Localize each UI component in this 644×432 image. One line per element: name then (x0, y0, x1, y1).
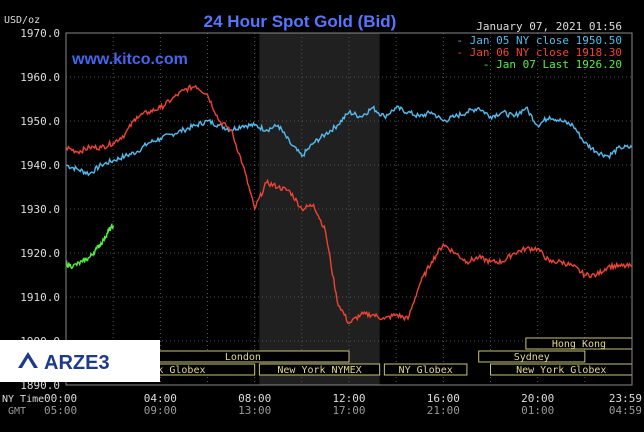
x-tick-label-gmt: 04:59 (609, 404, 642, 417)
session-label: Hong Kong (552, 339, 606, 350)
y-tick-label: 1920.0 (20, 247, 60, 260)
y-tick-label: 1890.0 (20, 379, 60, 392)
x-tick-label-ny: 16:00 (427, 392, 460, 405)
y-axis-ticks: 1970.0 1960.0 1950.0 1940.0 1930.0 1920.0 1910… (20, 27, 60, 392)
series-line-2 (65, 222, 114, 270)
y-tick-label: 1970.0 (20, 27, 60, 40)
legend-entry: - Jan 05 NY close 1950.50 (456, 34, 622, 47)
x-tick-label-gmt: 05:00 (44, 404, 77, 417)
logo-mark-icon (18, 352, 38, 368)
chart-title: 24 Hour Spot Gold (Bid) (204, 12, 397, 31)
series-line-1 (65, 83, 633, 325)
x-tick-label-ny: 04:00 (144, 392, 177, 405)
arzee-logo: ARZE3 (0, 340, 160, 382)
watermark-url: www.kitco.com (71, 51, 188, 68)
x-tick-label-ny: 12:00 (332, 392, 365, 405)
y-tick-label: 1940.0 (20, 159, 60, 172)
x-tick-label-gmt: 01:00 (521, 404, 554, 417)
plot-border (65, 32, 633, 386)
x-tick-label-ny: 08:00 (238, 392, 271, 405)
session-label: Sydney (514, 352, 550, 363)
x-tick-label-gmt: 21:00 (427, 404, 460, 417)
session-label: London (225, 352, 261, 363)
session-bar (258, 363, 381, 376)
x-tick-label-gmt: 13:00 (238, 404, 271, 417)
y-tick-label: 1960.0 (20, 71, 60, 84)
y-tick-label: 1930.0 (20, 203, 60, 216)
session-bar (383, 363, 468, 376)
series-line-0 (65, 105, 633, 177)
y-unit-label: USD/oz (4, 15, 40, 26)
x-tick-label-gmt: 17:00 (332, 404, 365, 417)
x-tick-label-ny: 20:00 (521, 392, 554, 405)
series-lines (65, 83, 633, 325)
legend-entry: - Jan 06 NY close 1918.30 (456, 46, 622, 59)
gmt-row-label: GMT (8, 406, 26, 417)
legend: - Jan 05 NY close 1950.50- Jan 06 NY clo… (456, 34, 622, 71)
y-tick-label: 1910.0 (20, 291, 60, 304)
x-tick-label-ny: 00:00 (44, 392, 77, 405)
logo-background (0, 340, 160, 382)
session-bar (478, 350, 586, 363)
session-label: New York Globex (115, 365, 205, 376)
logo-text: ARZE3 (44, 352, 110, 374)
chart-datetime: January 07, 2021 01:56 (476, 20, 622, 33)
x-tick-label-ny: 23:59 (609, 392, 642, 405)
session-label: NY Globex (399, 365, 453, 376)
session-label: New York Globex (516, 365, 606, 376)
x-tick-label-gmt: 09:00 (144, 404, 177, 417)
session-label: New York NYMEX (277, 365, 361, 376)
ny-time-row-label: NY Time (2, 394, 44, 405)
nymex-shaded-region (259, 33, 380, 385)
y-tick-label: 1950.0 (20, 115, 60, 128)
legend-entry: - Jan 07 Last 1926.20 (483, 58, 622, 71)
